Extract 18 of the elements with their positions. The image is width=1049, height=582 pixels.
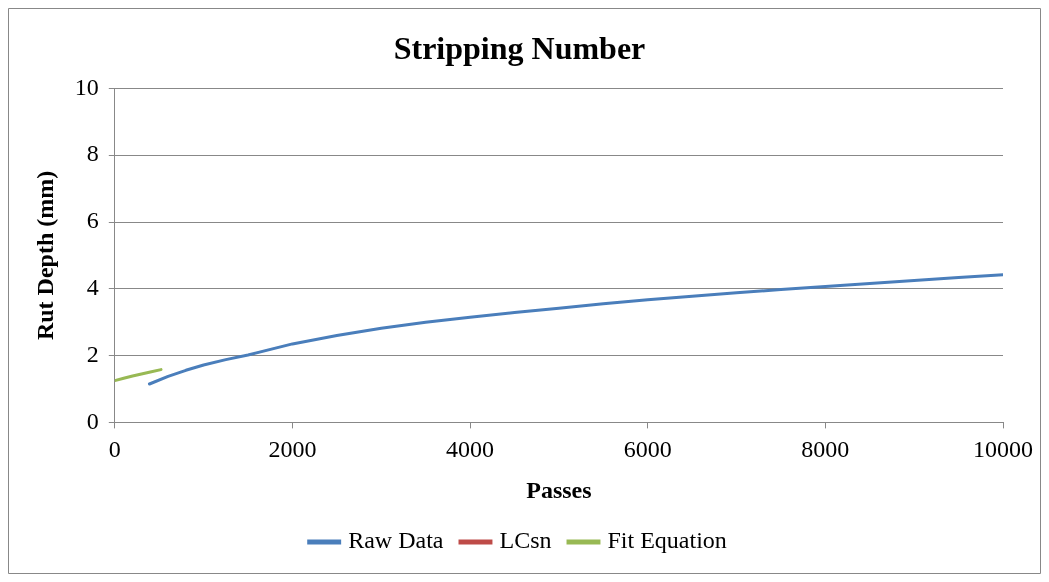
y-tick-label: 2 [86, 340, 99, 367]
legend-label: LCsn [499, 527, 552, 554]
legend-label: Raw Data [348, 527, 444, 554]
y-tick-label: 6 [86, 207, 99, 234]
y-tick-label: 10 [74, 73, 99, 100]
x-tick-label: 8000 [801, 436, 850, 463]
x-tick-label: 4000 [446, 436, 495, 463]
legend-label: Fit Equation [607, 527, 727, 554]
x-tick-label: 6000 [623, 436, 672, 463]
x-tick-label: 0 [108, 436, 121, 463]
y-tick-label: 0 [86, 407, 99, 434]
y-tick-label: 4 [86, 274, 99, 301]
chart-title: Stripping Number [393, 30, 646, 67]
y-axis-title: Rut Depth (mm) [31, 170, 58, 341]
y-tick-label: 8 [86, 140, 99, 167]
x-tick-label: 2000 [268, 436, 317, 463]
x-axis-title: Passes [526, 476, 592, 503]
x-tick-label: 10000 [973, 436, 1033, 463]
